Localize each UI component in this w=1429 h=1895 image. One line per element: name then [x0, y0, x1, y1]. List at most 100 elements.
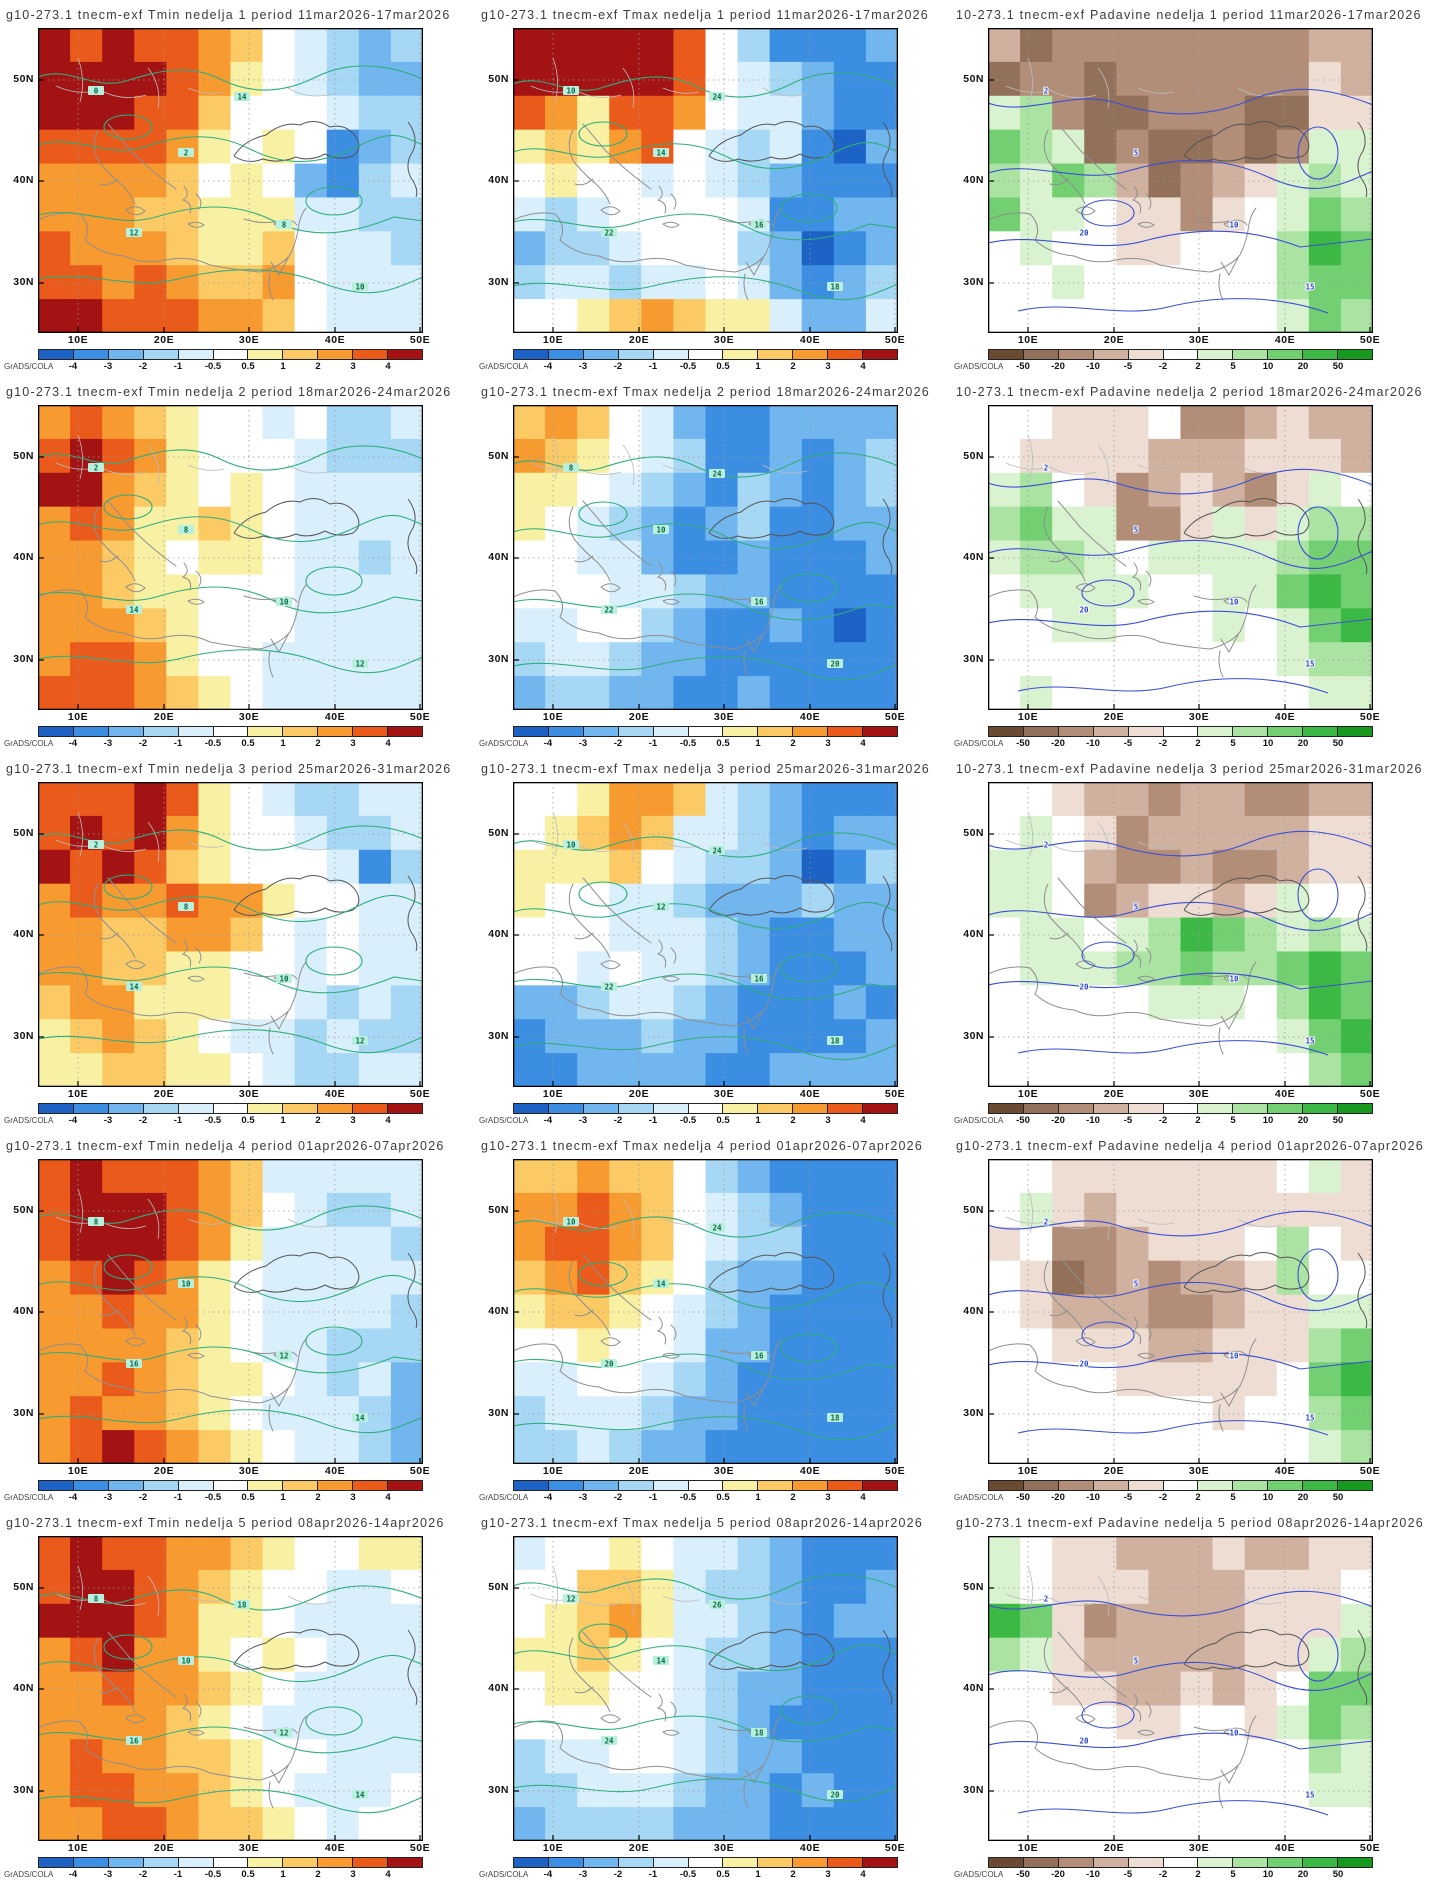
svg-text:12: 12	[279, 1352, 288, 1361]
svg-text:14: 14	[656, 1657, 666, 1666]
panel-title: g10-273.1 tnecm-exf Tmin nedelja 5 perio…	[6, 1516, 445, 1530]
colorbar-tick: -5	[1123, 1492, 1133, 1503]
lon-label: 10E	[1017, 1088, 1039, 1100]
svg-text:10: 10	[1229, 1352, 1239, 1361]
coastlines-dark	[1183, 1252, 1368, 1329]
svg-text:20: 20	[830, 1791, 840, 1800]
map-plot: 2 5 10 15 20 50N 40N 30N	[963, 405, 1373, 710]
lon-label: 20E	[153, 334, 175, 346]
colorbar-tick: -2	[1158, 1115, 1168, 1126]
colorbar-row: -4 -3 -2 -1 -0.5 0.5 1 2 3 4 GrADS/COLA	[4, 349, 423, 373]
svg-text:10: 10	[279, 975, 289, 984]
svg-text:14: 14	[656, 1280, 666, 1289]
map-plot: 10 14 16 18 22 24 50N 40N 30N	[488, 28, 898, 333]
colorbar-segment	[248, 727, 284, 736]
map-frame	[38, 405, 423, 710]
svg-text:5: 5	[1134, 903, 1139, 912]
grads-cola-label: GrADS/COLA	[4, 1870, 54, 1879]
map-canvas: 8 10 16 20 22 24	[513, 405, 898, 710]
colorbar-tick: -4	[68, 1492, 78, 1503]
colorbar-tick: -5	[1123, 1115, 1133, 1126]
colorbar-tick: -10	[1086, 361, 1100, 372]
lon-label: 50E	[884, 334, 906, 346]
colorbar-segment	[248, 1481, 284, 1490]
colorbar-segment	[688, 350, 724, 359]
lon-axis: 10E 20E 30E 40E 50E	[988, 710, 1380, 725]
lat-label: 30N	[963, 653, 984, 665]
svg-text:8: 8	[184, 903, 189, 912]
map-frame	[38, 28, 423, 333]
lon-label: 20E	[628, 1088, 650, 1100]
svg-text:24: 24	[712, 470, 722, 479]
colorbar-tick: 2	[315, 1492, 321, 1503]
svg-text:8: 8	[184, 526, 189, 535]
colorbar-tick: 1	[280, 1869, 286, 1880]
map-canvas: 0 2 8 10 12 14	[38, 28, 423, 333]
colorbar-segment	[353, 727, 389, 736]
colorbar-segment	[283, 350, 319, 359]
colorbar-row: -4 -3 -2 -1 -0.5 0.5 1 2 3 4 GrADS/COLA	[479, 1480, 898, 1504]
colorbar-tick: 4	[860, 738, 866, 749]
lon-label: 30E	[1188, 334, 1210, 346]
colorbar-segment	[1128, 350, 1164, 359]
country-borders	[1005, 57, 1283, 109]
colorbar-tick: 10	[1262, 1492, 1274, 1503]
lon-label: 30E	[1188, 711, 1210, 723]
colorbar-ticks: -4 -3 -2 -1 -0.5 0.5 1 2 3 4	[38, 1114, 423, 1127]
lon-label: 30E	[238, 1842, 260, 1854]
colorbar-tick: -20	[1051, 1115, 1065, 1126]
colorbar-segment	[178, 1481, 214, 1490]
svg-text:22: 22	[604, 983, 613, 992]
colorbar-segment	[618, 727, 654, 736]
contour-labels: 10 14 16 18 20 24	[563, 1217, 843, 1423]
svg-text:20: 20	[830, 660, 840, 669]
coastlines-dark	[708, 121, 893, 198]
colorbar-tick: -1	[173, 361, 183, 372]
colorbar-tick: -4	[68, 738, 78, 749]
colorbar-segment	[723, 1104, 759, 1113]
lon-label: 10E	[542, 711, 564, 723]
colorbar-segment	[388, 727, 422, 736]
colorbar-tick: -5	[1123, 1869, 1133, 1880]
lat-label: 30N	[963, 1407, 984, 1419]
map-canvas: 10 12 16 18 22 24	[513, 782, 898, 1087]
colorbar-tick: -2	[1158, 1492, 1168, 1503]
lon-label: 50E	[884, 711, 906, 723]
colorbar-segment	[283, 1104, 319, 1113]
map-plot: 2 8 10 12 14 50N 40N 30N	[13, 405, 423, 710]
colorbar-segment	[1338, 350, 1372, 359]
filled-contour-layer	[988, 1159, 1373, 1464]
colorbar-tick: 3	[350, 1492, 356, 1503]
svg-text:5: 5	[1134, 1657, 1139, 1666]
colorbar-segment	[583, 1858, 619, 1867]
lon-label: 50E	[1359, 1088, 1381, 1100]
contour-lines	[513, 832, 898, 1061]
map-plot: 0 2 8 10 12 14 50N 40N 30N	[13, 28, 423, 333]
colorbar-tick: 3	[350, 738, 356, 749]
colorbar-segment	[108, 1104, 144, 1113]
grads-cola-label: GrADS/COLA	[954, 362, 1004, 371]
colorbar-segment	[989, 350, 1024, 359]
colorbar-row: -4 -3 -2 -1 -0.5 0.5 1 2 3 4 GrADS/COLA	[479, 349, 898, 373]
contour-lines	[988, 1210, 1373, 1436]
colorbar	[38, 349, 423, 360]
colorbar-tick: -0.5	[679, 361, 697, 372]
panel-title: g10-273.1 tnecm-exf Tmax nedelja 5 perio…	[481, 1516, 923, 1530]
lon-label: 10E	[1017, 334, 1039, 346]
coastlines-dark	[1183, 498, 1368, 575]
colorbar-tick: 4	[385, 1492, 391, 1503]
lon-axis: 10E 20E 30E 40E 50E	[988, 1464, 1380, 1479]
colorbar-tick: -1	[648, 361, 658, 372]
colorbar-row: -4 -3 -2 -1 -0.5 0.5 1 2 3 4 GrADS/COLA	[479, 726, 898, 750]
colorbar-ticks: -4 -3 -2 -1 -0.5 0.5 1 2 3 4	[513, 360, 898, 373]
colorbar-segment	[828, 1858, 864, 1867]
colorbar-tick: -1	[173, 1492, 183, 1503]
coastlines-dark	[1183, 875, 1368, 952]
colorbar-segment	[73, 350, 109, 359]
colorbar-segment	[1128, 1104, 1164, 1113]
coastlines-dark	[708, 498, 893, 575]
map-plot: 2 5 10 15 20 50N 40N 30N	[963, 28, 1373, 333]
map-canvas: 10 14 16 18 20 24	[513, 1159, 898, 1464]
svg-text:18: 18	[237, 1601, 247, 1610]
country-borders	[1005, 1565, 1283, 1617]
